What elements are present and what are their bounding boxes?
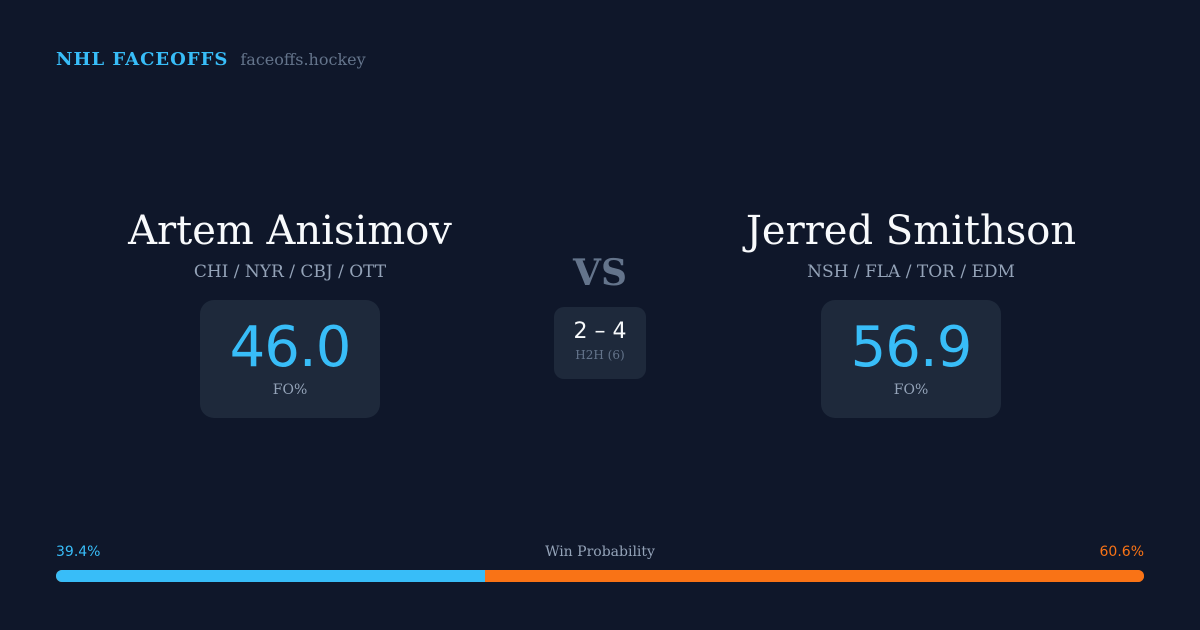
win-probability-left: 39.4% [56,544,101,560]
fo-card: 56.9 FO% [821,300,1001,418]
player-teams: CHI / NYR / CBJ / OTT [193,262,387,282]
site-url: faceoffs.hockey [240,50,366,69]
player-name: Artem Anisimov [128,208,452,254]
h2h-score: 2 – 4 [573,319,627,344]
h2h-label: H2H (6) [575,348,625,362]
win-probability-bar [56,570,1144,582]
brand: NHL FACEOFFS faceoffs.hockey [56,49,366,70]
player-teams: NSH / FLA / TOR / EDM [807,262,1015,282]
win-probability-left-fill [56,570,485,582]
fo-percentage: 46.0 [229,315,352,380]
fo-label: FO% [893,382,929,398]
player-left: Artem Anisimov CHI / NYR / CBJ / OTT 46.… [50,205,530,418]
player-name: Jerred Smithson [745,208,1077,254]
win-probability-right: 60.6% [1099,544,1144,560]
fo-percentage: 56.9 [850,315,973,380]
vs-label: VS [573,252,627,294]
fo-card: 46.0 FO% [200,300,380,418]
win-probability-right-fill [484,570,1144,582]
fo-label: FO% [272,382,308,398]
player-right: Jerred Smithson NSH / FLA / TOR / EDM 56… [671,205,1151,418]
win-probability-title: Win Probability [545,544,655,560]
brand-name: NHL FACEOFFS [56,49,229,70]
h2h-card: 2 – 4 H2H (6) [554,307,646,379]
